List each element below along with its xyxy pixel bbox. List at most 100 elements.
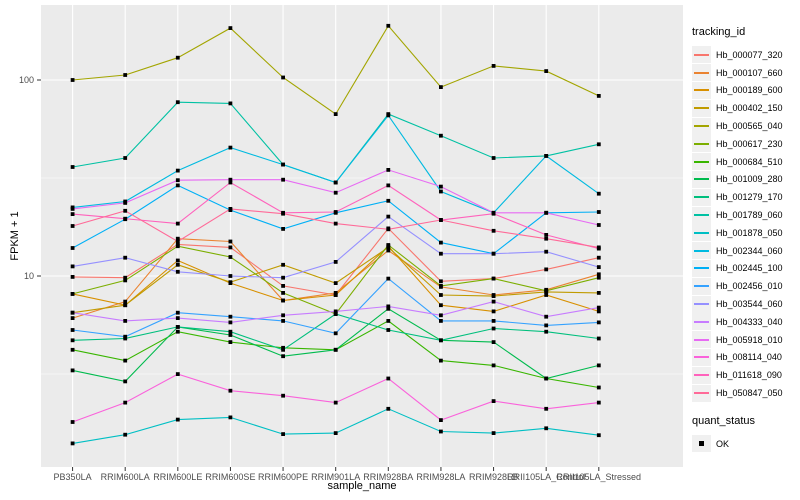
data-point-marker <box>386 319 391 323</box>
legend-label: Hb_000617_230 <box>716 138 783 149</box>
data-point-marker <box>439 293 443 297</box>
data-point-marker <box>333 112 338 116</box>
legend-key-swatch <box>692 153 711 171</box>
data-point-marker <box>281 347 285 352</box>
legend-key-swatch <box>692 242 711 260</box>
legend-line-icon <box>694 320 709 323</box>
data-point-marker <box>439 358 443 363</box>
data-point-marker <box>333 331 338 336</box>
legend-key-swatch <box>692 206 711 224</box>
data-point-marker <box>228 177 233 182</box>
data-point-marker <box>70 368 75 373</box>
data-point-marker <box>175 168 180 173</box>
data-point-marker <box>439 303 443 308</box>
data-point-marker <box>544 288 549 293</box>
data-point-marker <box>491 340 496 344</box>
legend-label: Hb_002456_010 <box>716 281 783 292</box>
data-point-marker <box>596 272 601 277</box>
data-point-marker <box>123 358 128 363</box>
data-point-marker <box>386 248 391 253</box>
legend-item-Hb_000565_040: Hb_000565_040 <box>692 117 798 135</box>
data-point-marker <box>281 262 285 267</box>
legend-line-icon <box>694 374 709 377</box>
data-point-marker <box>333 431 338 435</box>
x-tick-label: RRIM928BA <box>363 472 413 482</box>
data-point-marker <box>70 78 75 82</box>
legend-label: Hb_001279_170 <box>716 192 783 203</box>
data-point-marker <box>386 227 391 232</box>
data-point-marker <box>281 393 285 398</box>
data-point-marker <box>175 244 180 249</box>
data-point-marker <box>491 399 496 403</box>
data-point-marker <box>333 180 338 185</box>
data-point-marker <box>386 406 391 411</box>
data-point-marker <box>175 258 180 263</box>
data-point-marker <box>281 162 285 167</box>
legend-item-Hb_000189_600: Hb_000189_600 <box>692 81 798 100</box>
data-point-marker <box>386 245 391 250</box>
data-point-marker <box>175 310 180 315</box>
data-point-marker <box>70 246 75 250</box>
data-point-marker <box>544 323 549 328</box>
legend-line-icon <box>694 338 709 341</box>
legend-item-Hb_002445_100: Hb_002445_100 <box>692 259 798 278</box>
data-point-marker <box>123 303 128 308</box>
data-point-marker <box>123 400 128 405</box>
x-tick-label: RRIM600PE <box>258 472 308 482</box>
legend-label: Hb_001878_050 <box>716 227 783 238</box>
data-point-marker <box>386 243 391 247</box>
data-point-marker <box>70 212 75 216</box>
data-point-marker <box>175 329 180 334</box>
legend-label: Hb_000077_320 <box>716 49 783 60</box>
legend-quant-section: quant_status OK <box>692 415 798 453</box>
legend-label: Hb_000684_510 <box>716 156 783 167</box>
data-point-marker <box>228 320 233 325</box>
x-tick-label: RRIM928LB <box>469 472 518 482</box>
legend-title-tracking-id: tracking_id <box>692 26 746 38</box>
data-point-marker <box>70 347 75 352</box>
data-point-marker <box>70 207 75 211</box>
data-point-marker <box>596 336 601 341</box>
data-point-marker <box>544 314 549 319</box>
data-point-marker <box>228 415 233 420</box>
legend-item-Hb_004333_040: Hb_004333_040 <box>692 313 798 331</box>
legend-line-icon <box>694 356 709 359</box>
data-point-marker <box>70 420 75 424</box>
data-point-marker <box>386 183 391 188</box>
data-point-marker <box>596 265 601 269</box>
x-axis-title: sample_name <box>327 480 397 492</box>
legend-label: Hb_011618_090 <box>716 370 782 381</box>
data-point-marker <box>386 328 391 332</box>
legend-line-icon <box>694 392 709 395</box>
data-point-marker <box>491 309 496 314</box>
data-point-marker <box>228 26 233 30</box>
data-point-marker <box>439 85 443 89</box>
data-point-marker <box>175 316 180 320</box>
y-tick-label: 10 <box>24 271 34 281</box>
data-point-marker <box>439 279 443 284</box>
data-point-marker <box>123 334 128 339</box>
legend-item-Hb_001789_060: Hb_001789_060 <box>692 206 798 224</box>
data-point-marker <box>596 255 601 260</box>
legend-item-Hb_002344_060: Hb_002344_060 <box>692 242 798 260</box>
data-point-marker <box>491 299 496 304</box>
data-point-marker <box>439 240 443 245</box>
x-tick-label: RRIM600SE <box>205 472 255 482</box>
data-point-marker <box>439 313 443 318</box>
data-point-marker <box>281 319 285 323</box>
data-point-marker <box>333 309 338 314</box>
data-point-marker <box>281 345 285 350</box>
data-point-marker <box>228 207 233 211</box>
data-point-marker <box>544 210 549 215</box>
data-point-marker <box>439 429 443 434</box>
data-point-marker <box>333 293 338 297</box>
legend-label: Hb_001009_280 <box>716 174 783 185</box>
data-point-marker <box>439 189 443 194</box>
data-point-marker <box>333 312 338 316</box>
x-tick-label: RRIM600LE <box>153 472 202 482</box>
data-point-marker <box>333 400 338 405</box>
legend-key-swatch <box>692 81 711 99</box>
data-point-marker <box>228 274 233 278</box>
data-point-marker <box>70 441 75 446</box>
data-point-marker <box>596 309 601 314</box>
